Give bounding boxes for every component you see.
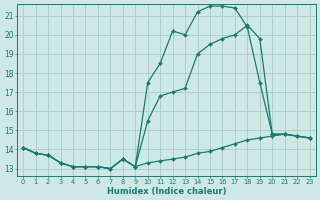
X-axis label: Humidex (Indice chaleur): Humidex (Indice chaleur) bbox=[107, 187, 226, 196]
